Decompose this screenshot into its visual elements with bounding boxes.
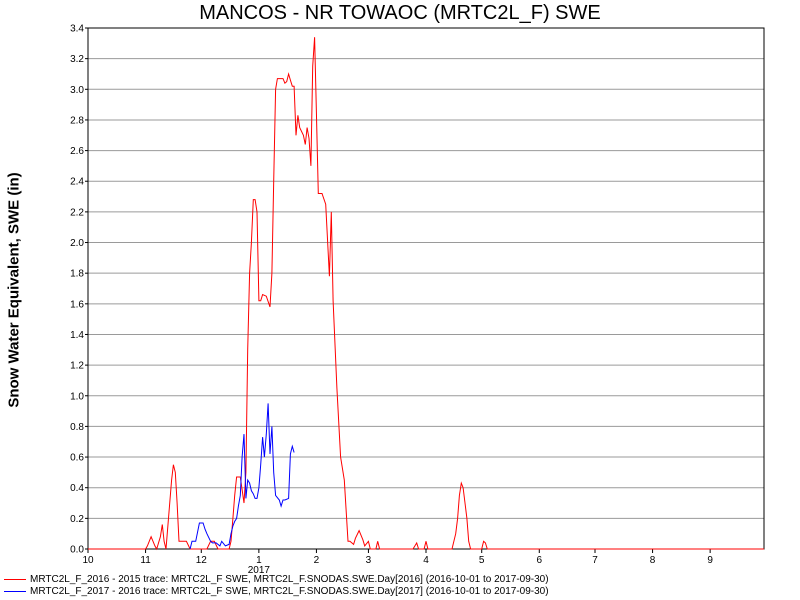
x-tick-label: 10 [82, 555, 94, 566]
legend-entry-2016: MRTC2L_F_2016 - 2015 trace: MRTC2L_F SWE… [4, 575, 549, 585]
y-tick-label: 2.2 [70, 207, 84, 218]
x-tick-label: 12 [196, 555, 208, 566]
gridlines [88, 58, 764, 519]
series-line-2 [189, 403, 295, 550]
y-tick-label: 3.4 [70, 24, 84, 35]
y-tick-label: 3.2 [70, 54, 84, 65]
chart-title: MANCOS - NR TOWAOC (MRTC2L_F) SWE [199, 2, 601, 24]
y-tick-label: 2.0 [70, 238, 84, 249]
plot-frame [87, 27, 765, 550]
x-tick-label: 1 [256, 555, 262, 566]
legend-label-2017: MRTC2L_F_2017 - 2016 trace: MRTC2L_F SWE… [30, 586, 549, 597]
y-tick-label: 2.8 [70, 115, 84, 126]
x-tick-label: 7 [592, 555, 598, 566]
y-tick-label: 1.8 [70, 269, 84, 280]
series-lines [88, 37, 764, 551]
legend-swatch-blue [4, 590, 26, 592]
legend-entry-2017: MRTC2L_F_2017 - 2016 trace: MRTC2L_F SWE… [4, 587, 549, 597]
y-tick-label: 2.4 [70, 177, 84, 188]
x-tick-label: 5 [479, 555, 485, 566]
legend-swatch-red [4, 578, 26, 580]
x-tick-label: 2 [314, 555, 320, 566]
y-tick-label: 1.2 [70, 361, 84, 372]
x-tick-label: 8 [650, 555, 656, 566]
y-tick-label: 0.0 [70, 545, 84, 556]
y-tick-label: 1.0 [70, 391, 84, 402]
y-tick-label: 0.4 [70, 483, 84, 494]
x-tick-label: 9 [707, 555, 713, 566]
y-tick-label: 0.8 [70, 422, 84, 433]
y-tick-label: 1.6 [70, 299, 84, 310]
x-tick-label: 3 [366, 555, 372, 566]
year-label: 2017 [248, 565, 271, 576]
y-tick-label: 0.2 [70, 514, 84, 525]
y-tick-label: 2.6 [70, 146, 84, 157]
axis-ticks: 0.0 0.2 0.4 0.6 0.8 1.0 1.2 1.4 1.6 1.8 2.0 2.2 2.4 2… [70, 24, 713, 567]
x-tick-label: 11 [140, 555, 151, 566]
y-tick-label: 3.0 [70, 85, 84, 96]
series-line-1 [88, 37, 764, 551]
legend-label-2016: MRTC2L_F_2016 - 2015 trace: MRTC2L_F SWE… [30, 574, 549, 585]
x-tick-label: 6 [537, 555, 543, 566]
y-tick-label: 1.4 [70, 330, 84, 341]
x-tick-label: 4 [423, 555, 429, 566]
y-tick-label: 0.6 [70, 453, 84, 464]
